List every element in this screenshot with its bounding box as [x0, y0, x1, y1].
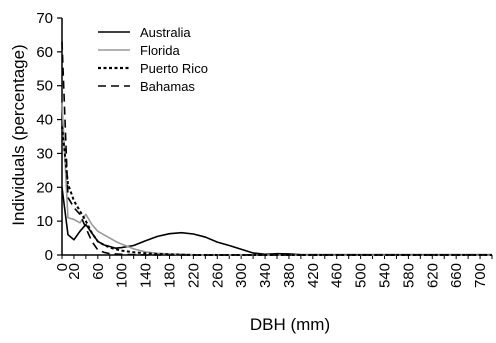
x-tick-label: 700 [472, 263, 489, 288]
series-line-puerto-rico [61, 126, 492, 256]
x-tick-label: 220 [185, 263, 202, 288]
legend-label: Bahamas [140, 79, 195, 94]
y-tick-label: 10 [36, 213, 53, 230]
x-tick-label: 340 [257, 263, 274, 288]
series-line-australia [61, 187, 492, 256]
x-tick-label: 660 [448, 263, 465, 288]
x-tick-label: 460 [329, 263, 346, 288]
y-tick-label: 20 [36, 179, 53, 196]
x-tick-label: 0 [54, 263, 71, 271]
series-layer [61, 41, 492, 256]
y-tick-label: 70 [36, 10, 53, 27]
legend-label: Australia [140, 25, 191, 40]
series-line-bahamas [61, 41, 492, 256]
x-axis-title: DBH (mm) [250, 315, 330, 334]
x-tick-label: 380 [281, 263, 298, 288]
x-tick-label: 300 [233, 263, 250, 288]
legend-label: Florida [140, 43, 181, 58]
x-tick-label: 420 [305, 263, 322, 288]
x-tick-label: 140 [138, 263, 155, 288]
y-tick-label: 60 [36, 44, 53, 61]
x-tick-label: 540 [377, 263, 394, 288]
y-axis-title: Individuals (percentage) [9, 44, 28, 225]
legend-label: Puerto Rico [140, 61, 208, 76]
axes [61, 18, 492, 256]
x-ticks: 020 60 100 140 180 220 260 300 340 380 420 460 500 54… [54, 255, 493, 288]
y-tick-label: 50 [36, 78, 53, 95]
x-tick-label: 500 [353, 263, 370, 288]
legend: Australia Florida Puerto Rico Bahamas [98, 25, 208, 94]
y-tick-label: 30 [36, 145, 53, 162]
series-line-florida [61, 102, 492, 256]
y-tick-label: 0 [45, 247, 53, 264]
y-tick-label: 40 [36, 112, 53, 129]
x-tick-label: 580 [400, 263, 417, 288]
x-tick-label: 180 [162, 263, 179, 288]
x-tick-label: 260 [209, 263, 226, 288]
x-tick-label: 620 [424, 263, 441, 288]
x-tick-label: 100 [114, 263, 131, 288]
x-tick-label: 20 [66, 263, 83, 280]
y-ticks: 0 10 20 30 40 50 60 70 [36, 10, 62, 264]
x-tick-label: 60 [90, 263, 107, 280]
